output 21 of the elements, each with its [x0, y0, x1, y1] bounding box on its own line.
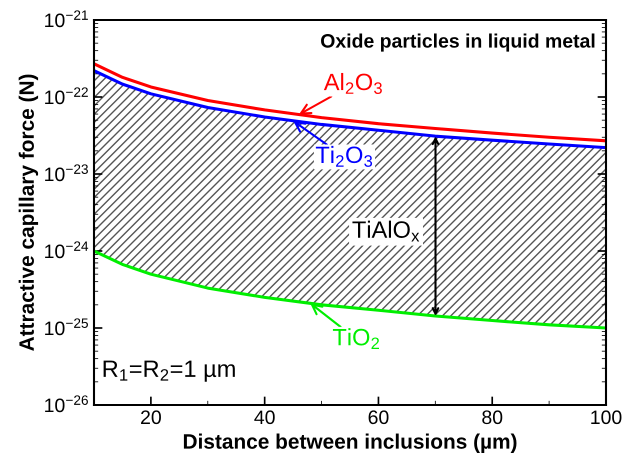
- line-series: [94, 249, 606, 330]
- x-tick-label: 60: [368, 410, 388, 424]
- x-tick-label: 80: [482, 410, 502, 424]
- y-tick-label: 10$^{−24}$: [45, 241, 88, 258]
- annotation: TiO$_{2}$: [332, 328, 380, 350]
- y-tick-label: 10$^{−22}$: [45, 87, 88, 104]
- y-tick-label: 10$^{−23}$: [45, 164, 88, 182]
- annotation: Ti$_{2}$O$_{3}$: [316, 146, 372, 167]
- y-axis-title: Attractive capillary force (N): [18, 74, 38, 351]
- text: Oxide particles in liquid metal: [321, 33, 594, 52]
- x-tick-label: 20: [141, 410, 161, 424]
- annotation: Al$_{2}$O$_{3}$: [324, 72, 382, 94]
- y-tick-label: 10$^{−21}$: [45, 10, 88, 28]
- annotation: TiAlO$_{x}$: [352, 220, 420, 242]
- annotation: R$_{1}$=R$_{2}$=1 µm: [104, 360, 235, 382]
- x-tick-label: 100: [591, 410, 622, 424]
- x-tick-label: 40: [254, 410, 275, 424]
- y-tick-label: 10$^{−25}$: [45, 318, 88, 336]
- line-series: [94, 62, 606, 142]
- y-tick-label: 10$^{−26}$: [45, 395, 88, 412]
- x-axis-title: Distance between inclusions (µm): [184, 434, 516, 453]
